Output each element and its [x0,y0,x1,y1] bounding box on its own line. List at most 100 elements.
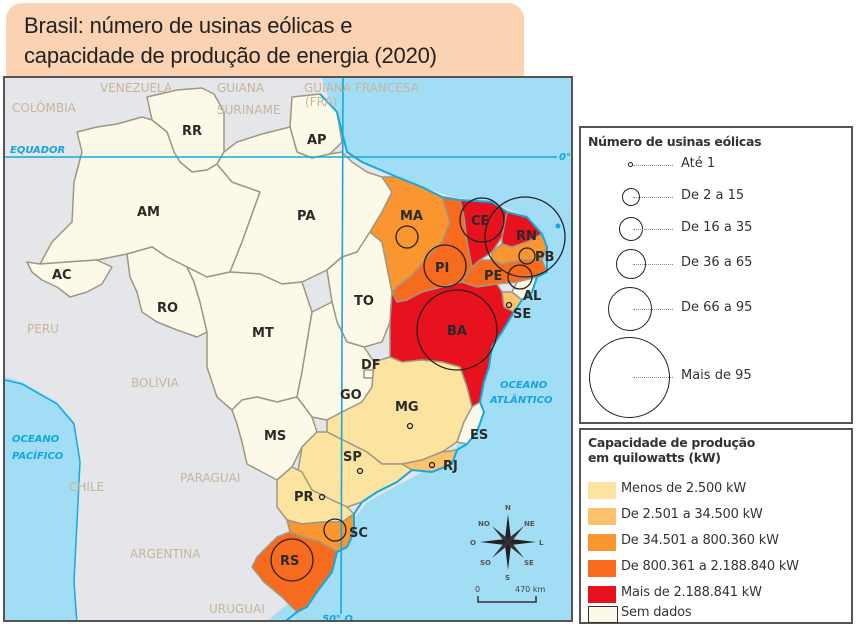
atlantic-label-1: OCEANO [500,380,548,391]
scale-start: 0 [475,585,480,594]
state-label-ba: BA [447,324,467,339]
state-label-es: ES [470,428,488,443]
state-label-sp: SP [343,450,362,465]
swatch-class-2 [588,508,616,525]
state-ro [126,246,208,338]
state-label-ro: RO [157,301,178,316]
legend-capacity-label: Mais de 2.188.841 kW [621,585,762,600]
state-label-pa: PA [297,209,315,224]
plants-circle-rs [270,538,314,582]
compass-o: O [470,539,476,547]
compass-ne: NE [524,520,535,528]
leader-line [633,377,673,378]
state-label-ms: MS [264,429,286,444]
legend-capacity-label: Sem dados [621,605,692,620]
country-uruguai: URUGUAI [209,602,265,616]
legend-plants-label: Mais de 95 [681,368,752,383]
legend-wind-plants-title: Número de usinas eólicas [588,134,762,149]
compass-so: SO [480,559,491,567]
country-argentina: ARGENTINA [130,547,201,561]
state-label-ac: AC [52,268,72,283]
map-canvas: EQUADOR 0° 50° O VENEZUELA GUIANA GUIANA… [5,78,571,622]
state-label-sc: SC [349,526,368,541]
compass-no: NO [478,520,490,528]
country-fra: (FRA) [305,95,337,109]
leader-line [633,165,673,166]
legend-capacity-label: Menos de 2.500 kW [621,481,747,496]
country-paraguai: PARAGUAI [180,471,240,485]
country-colombia: COLÔMBIA [12,100,77,115]
state-mt [186,266,313,411]
state-label-pe: PE [484,269,502,284]
compass-se: SE [524,559,534,567]
swatch-no-data [588,606,618,623]
state-label-ap: AP [307,133,327,148]
state-label-pr: PR [294,490,314,505]
map-title-line-2: capacidade de produção de energia (2020) [24,43,437,68]
country-guiana-francesa: GUIANA FRANCESA [304,81,420,95]
state-label-al: AL [523,289,541,304]
state-label-ce: CE [471,214,489,229]
legend-capacity: Capacidade de produção em quilowatts (kW… [579,428,853,624]
legend-capacity-title-2: em quilowatts (kW) [588,450,721,465]
plants-circle-pb [518,247,536,265]
country-peru: PERU [27,322,59,336]
country-chile: CHILE [69,480,104,494]
state-label-mt: MT [252,326,274,341]
plants-dot-rj [428,461,436,469]
legend-capacity-title-1: Capacidade de produção [588,435,756,450]
plants-dot-pr [318,493,326,501]
leader-line [633,309,673,310]
plants-circle-rn [484,196,566,278]
swatch-class-3 [588,534,616,551]
state-label-df: DF [361,358,381,373]
scale-end: 470 km [515,585,545,594]
plants-circle-ce [459,197,505,243]
state-label-rr: RR [182,124,202,139]
plants-circle-pi [423,244,467,288]
atlantic-ocean [268,78,571,620]
plants-dot-sp [356,467,364,475]
state-label-ma: MA [400,209,423,224]
plants-circle-sc [323,518,347,542]
country-suriname: SURINAME [217,103,280,117]
state-label-rj: RJ [443,459,458,474]
legend-plants-label: Até 1 [681,156,716,171]
meridian-label: 50° O [322,614,353,622]
legend-plants-label: De 2 a 15 [681,188,745,203]
pacific-label-2: PACÍFICO [12,449,64,462]
leader-line [633,197,673,198]
atlantic-label-2: ATLÂNTICO [489,392,553,406]
state-label-go: GO [340,388,362,403]
state-label-rs: RS [280,554,299,569]
plants-dot-se [505,301,513,309]
plants-circle-ba [416,289,498,371]
map-title-line-1: Brasil: número de usinas eólicas e [24,13,353,38]
swatch-class-5 [588,586,616,603]
compass-s: S [505,574,510,582]
state-label-rn: RN [516,229,537,244]
state-label-to: TO [354,294,374,309]
state-label-am: AM [137,205,160,220]
legend-plants-label: De 36 a 65 [681,255,753,270]
state-label-pi: PI [435,261,449,276]
state-label-pb: PB [535,250,554,265]
circle-size-1-icon [628,162,633,167]
plants-circle-ma [395,225,419,249]
map-title-box: Brasil: número de usinas eólicas e capac… [6,3,524,78]
leader-line [633,264,673,265]
fernando-de-noronha-dot [555,223,561,229]
swatch-class-4 [588,560,616,577]
legend-capacity-label: De 34.501 a 800.360 kW [621,533,779,548]
state-ac [26,259,113,298]
leader-line [633,229,673,230]
country-guiana: GUIANA [217,81,265,95]
state-label-se: SE [513,307,531,322]
pacific-coast [5,379,81,620]
compass-rose-icon: N NE L SE S SO O NO [470,504,544,582]
equator-degree-label: 0° [559,152,571,163]
pacific-ocean [5,377,80,620]
legend-wind-plants: Número de usinas eólicas Até 1 De 2 a 15… [579,126,853,424]
brazil-map: EQUADOR 0° 50° O VENEZUELA GUIANA GUIANA… [3,76,573,622]
equator-label: EQUADOR [10,145,65,156]
